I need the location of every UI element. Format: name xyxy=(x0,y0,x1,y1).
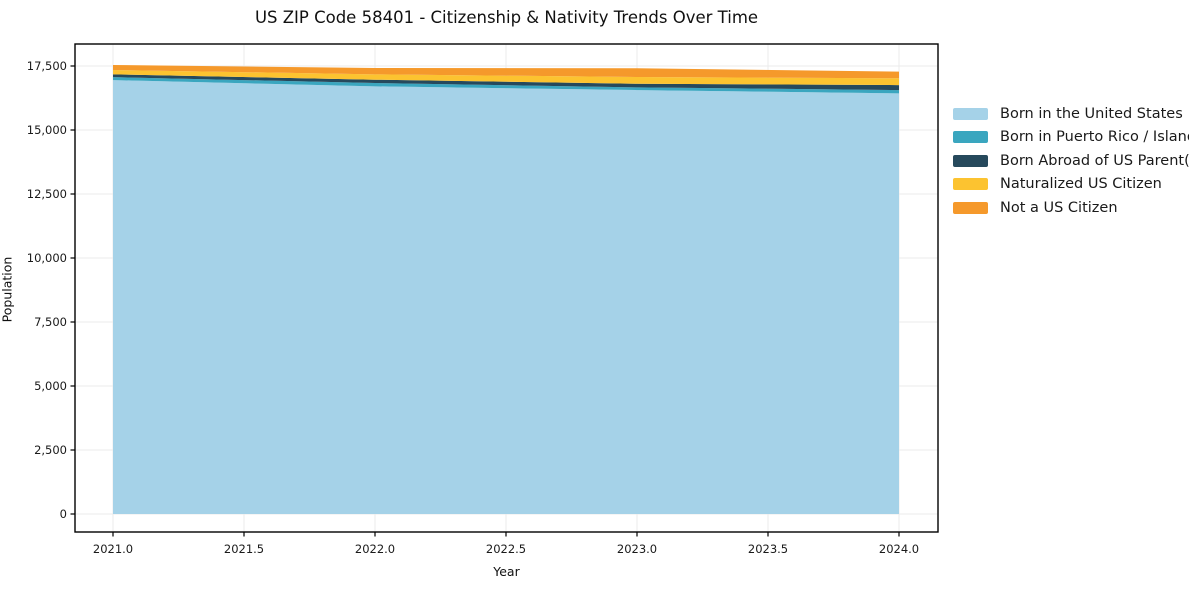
legend-item-born-puerto-rico-islands: Born in Puerto Rico / Islands xyxy=(953,126,1189,150)
y-tick-label: 12,500 xyxy=(27,187,67,201)
y-tick-label: 2,500 xyxy=(34,443,67,457)
legend-item-naturalized-citizen: Naturalized US Citizen xyxy=(953,173,1189,197)
x-tick-label: 2023.0 xyxy=(617,542,657,556)
x-tick-label: 2022.5 xyxy=(486,542,526,556)
legend-item-born-in-us: Born in the United States xyxy=(953,102,1189,126)
legend-label: Not a US Citizen xyxy=(1000,199,1118,216)
legend-item-born-abroad: Born Abroad of US Parent(s) xyxy=(953,149,1189,173)
legend-item-not-a-citizen: Not a US Citizen xyxy=(953,196,1189,220)
x-axis-label: Year xyxy=(493,564,520,579)
stacked-area-series-3 xyxy=(113,69,899,86)
legend-label: Born in Puerto Rico / Islands xyxy=(1000,129,1189,146)
x-tick-label: 2021.5 xyxy=(224,542,264,556)
stacked-area-series-2 xyxy=(113,74,899,91)
x-tick-label: 2023.5 xyxy=(748,542,788,556)
stacked-area-series-1 xyxy=(113,77,899,94)
legend-label: Naturalized US Citizen xyxy=(1000,176,1162,193)
y-axis-label: Population xyxy=(0,256,15,323)
stacked-area-series-0 xyxy=(113,80,899,514)
y-tick-label: 0 xyxy=(60,507,67,521)
y-tick-label: 7,500 xyxy=(34,315,67,329)
y-tick-label: 5,000 xyxy=(34,379,67,393)
x-tick-label: 2022.0 xyxy=(355,542,395,556)
legend-swatch-naturalized-citizen xyxy=(953,178,988,191)
x-tick-label: 2021.0 xyxy=(93,542,133,556)
chart-title: US ZIP Code 58401 - Citizenship & Nativi… xyxy=(254,8,759,27)
legend-swatch-born-abroad xyxy=(953,154,988,167)
x-tick-label: 2024.0 xyxy=(879,542,919,556)
legend-swatch-not-a-citizen xyxy=(953,201,988,214)
legend-swatch-born-puerto-rico-islands xyxy=(953,131,988,144)
y-tick-label: 10,000 xyxy=(27,251,67,265)
y-tick-label: 17,500 xyxy=(27,59,67,73)
stacked-area-series-4 xyxy=(113,64,899,79)
y-tick-label: 15,000 xyxy=(27,123,67,137)
legend: Born in the United States Born in Puerto… xyxy=(953,102,1189,220)
legend-label: Born Abroad of US Parent(s) xyxy=(1000,152,1189,169)
legend-label: Born in the United States xyxy=(1000,105,1183,122)
legend-swatch-born-in-us xyxy=(953,107,988,120)
